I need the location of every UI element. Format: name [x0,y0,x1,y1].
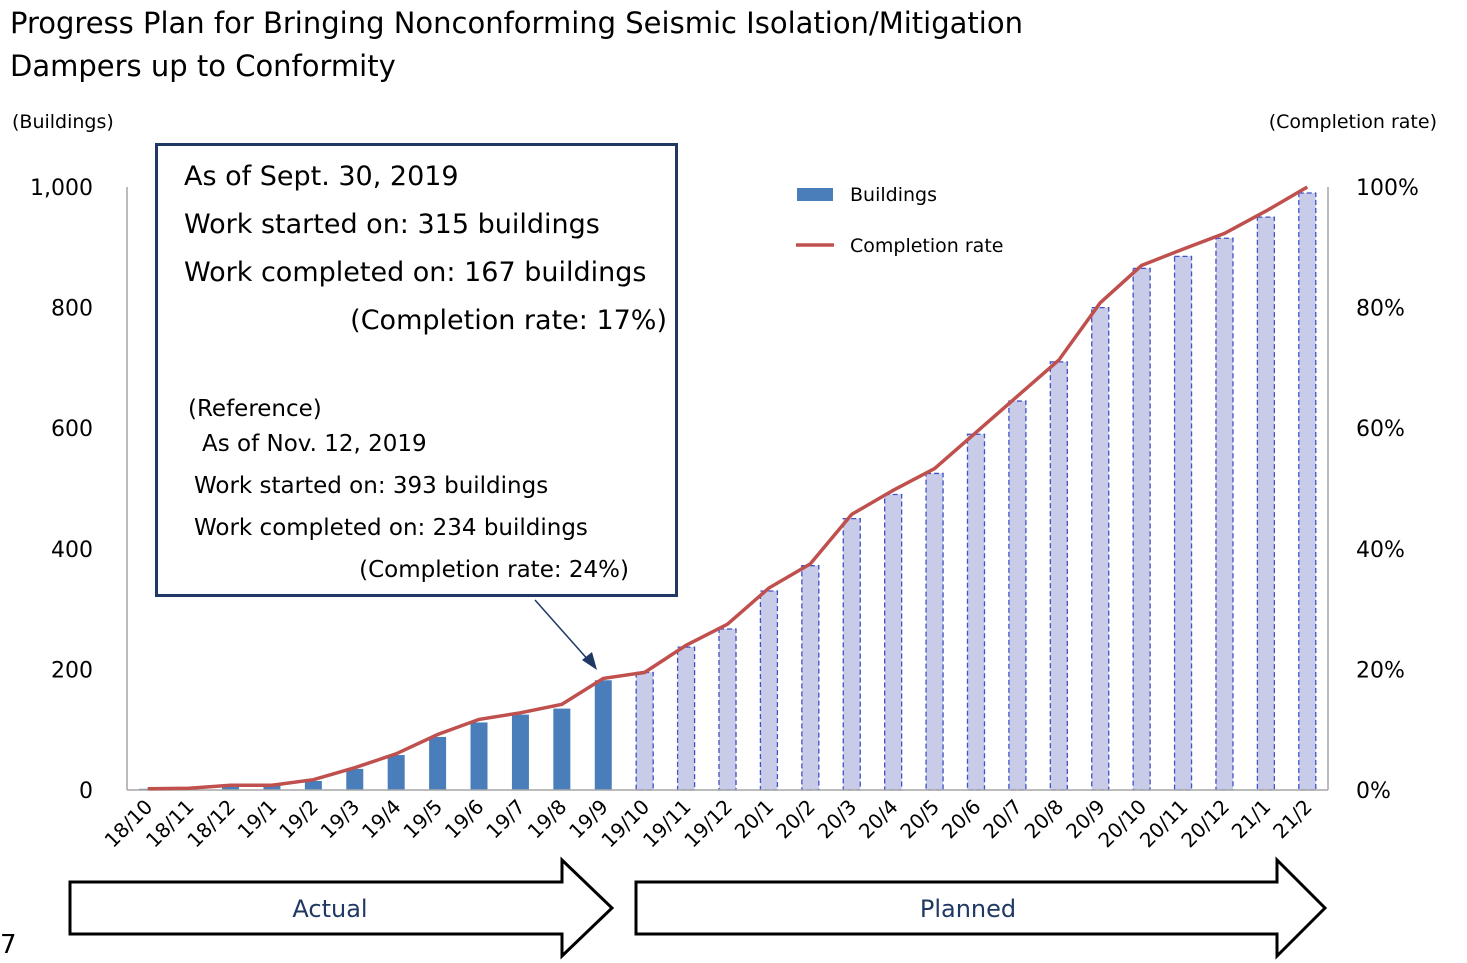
y-tick-label: 600 [51,417,93,442]
callout-pointer [534,599,591,663]
y-tick-label: 0 [79,779,93,804]
bar-planned [718,628,737,791]
bar-actual [304,780,322,790]
bar-actual [594,680,612,790]
callout-rate: (Completion rate: 17%) [350,305,667,336]
bar-actual [346,768,364,790]
x-axis-ticks: 18/1018/1118/1219/119/219/319/419/519/61… [100,795,1317,853]
y2-tick-label: 20% [1356,658,1405,683]
bar-planned [1008,400,1027,791]
x-tick-label: 19/3 [316,795,365,844]
callout-started: Work started on: 315 buildings [184,209,600,240]
callout-pointer-head [582,652,597,670]
x-tick-label: 20/5 [895,795,944,844]
x-tick-label: 20/3 [813,795,862,844]
phase-arrow-actual: Actual [68,856,615,960]
x-tick-label: 20/6 [937,795,986,844]
title-line-2: Dampers up to Conformity [10,49,396,83]
legend-label-rate: Completion rate [850,235,1003,257]
legend: Buildings Completion rate [796,184,1003,257]
bar-actual [553,708,571,790]
left-axis-unit: (Buildings) [12,111,114,133]
title-line-1: Progress Plan for Bringing Nonconforming… [10,6,1023,40]
phase-label-actual: Actual [292,895,367,923]
callout-date: As of Sept. 30, 2019 [184,161,459,192]
x-tick-label: 21/1 [1227,795,1276,844]
x-tick-label: 20/1 [730,795,779,844]
callout-reference-rate: (Completion rate: 24%) [359,557,629,583]
bar-planned [842,518,861,791]
y-tick-label: 400 [51,538,93,563]
y-tick-label: 800 [51,297,93,322]
y2-tick-label: 80% [1356,297,1405,322]
bar-actual [222,785,240,790]
y-axis-ticks: 0 200 400 600 800 1,000 [30,176,93,804]
x-tick-label: 19/4 [357,795,406,844]
callout-reference-started: Work started on: 393 buildings [194,473,549,499]
bar-planned [884,493,903,791]
bar-planned [925,472,944,791]
bar-actual [263,785,281,790]
bar-planned [1049,361,1068,791]
callout-completed: Work completed on: 167 buildings [184,257,647,288]
x-tick-label: 20/4 [854,795,903,844]
y2-tick-label: 60% [1356,417,1405,442]
completion-rate-line [147,185,1309,791]
x-tick-label: 19/5 [398,795,447,844]
bar-planned [759,590,779,791]
x-tick-label: 21/2 [1268,795,1317,844]
y2-tick-label: 40% [1356,538,1405,563]
x-tick-label: 20/8 [1020,795,1069,844]
bar-actual [387,755,405,790]
x-tick-label: 20/7 [978,795,1027,844]
bar-planned [1173,255,1193,791]
bar-planned [1256,216,1276,791]
phase-label-planned: Planned [920,895,1016,923]
bar-planned [1091,306,1110,791]
bar-planned [676,646,696,791]
bar-planned [1215,237,1234,791]
x-tick-label: 20/12 [1176,795,1234,853]
bar-planned [1132,267,1151,791]
bar-actual [470,722,488,790]
callout-reference-label: (Reference) [188,396,322,422]
callout-reference-date: As of Nov. 12, 2019 [202,431,427,457]
y-tick-label: 1,000 [30,176,93,201]
legend-label-buildings: Buildings [850,184,937,206]
bar-actual [511,714,529,790]
y2-tick-label: 0% [1356,779,1391,804]
page-number: 7 [0,930,17,960]
legend-swatch-buildings [797,188,833,201]
bar-planned [801,565,820,791]
status-callout: As of Sept. 30, 2019 Work started on: 31… [155,143,678,597]
y-tick-label: 200 [51,658,93,683]
bar-planned [966,433,986,791]
callout-reference-completed: Work completed on: 234 buildings [194,515,588,541]
bar-actual [429,736,447,790]
x-tick-label: 19/12 [679,795,737,853]
x-tick-label: 19/6 [440,795,489,844]
bar-planned [1298,192,1317,791]
x-tick-label: 19/2 [274,795,323,844]
right-axis-unit: (Completion rate) [1268,111,1437,133]
phase-arrow-planned: Planned [634,856,1328,960]
x-tick-label: 18/12 [182,795,240,853]
bar-planned [635,671,654,791]
x-tick-label: 20/2 [771,795,820,844]
chart-title: Progress Plan for Bringing Nonconforming… [10,2,1023,88]
y2-tick-label: 100% [1356,176,1419,201]
x-tick-label: 19/7 [481,795,530,844]
y2-axis-ticks: 0% 20% 40% 60% 80% 100% [1356,176,1419,804]
bar-series [139,192,1317,791]
x-tick-label: 19/1 [233,795,282,844]
x-tick-label: 19/8 [523,795,572,844]
